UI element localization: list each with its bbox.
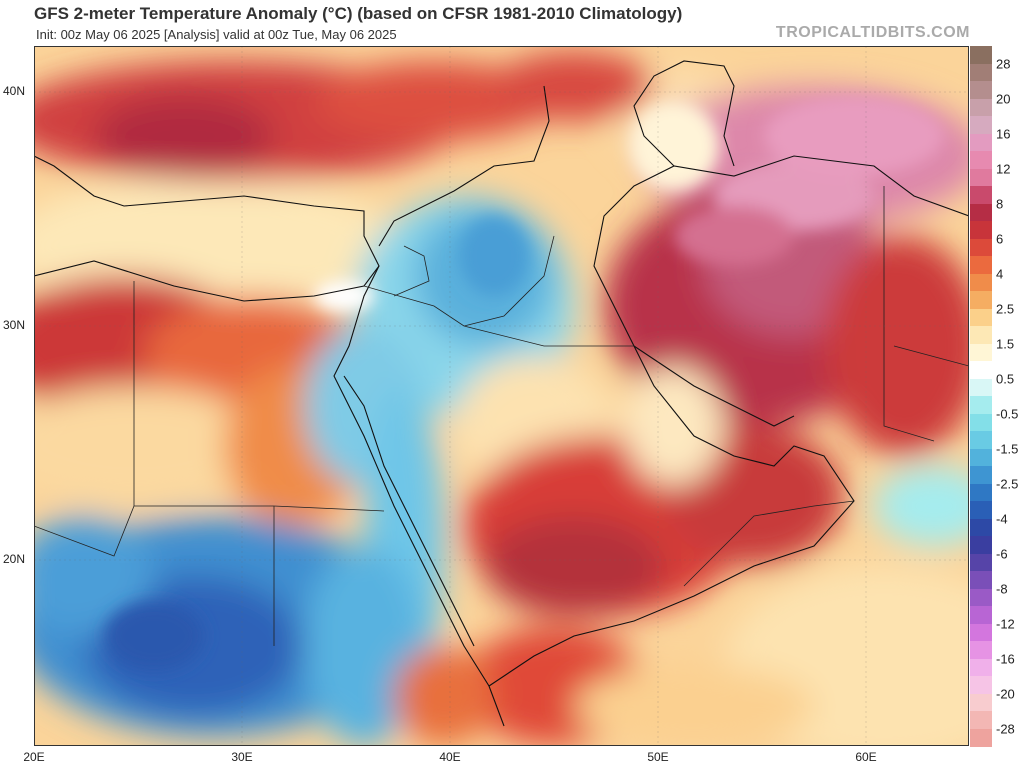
colorbar-tick-label: 28 — [996, 56, 1011, 71]
colorbar-cell — [970, 63, 992, 82]
colorbar-cell — [970, 116, 992, 134]
colorbar-cell — [970, 326, 992, 344]
colorbar-cell — [970, 221, 992, 239]
colorbar-tick-label: -4 — [996, 511, 1008, 526]
colorbar-tick-label: 0.5 — [996, 371, 1015, 386]
colorbar-tick-label: -28 — [996, 721, 1015, 736]
colorbar-cell — [970, 46, 992, 64]
colorbar-cell — [970, 641, 992, 659]
colorbar-cell — [970, 413, 992, 432]
colorbar-cell — [970, 98, 992, 117]
country-borders — [34, 186, 969, 646]
lat-label-20n: 20N — [3, 552, 26, 566]
colorbar-tick-label: -20 — [996, 686, 1015, 701]
colorbar-cell — [970, 728, 992, 747]
colorbar-cell — [970, 623, 992, 642]
colorbar-cell — [970, 431, 992, 449]
colorbar-cell — [970, 483, 992, 502]
colorbar-cell — [970, 606, 992, 624]
colorbar-tick-label: 16 — [996, 126, 1011, 141]
colorbar-tick-label: 4 — [996, 266, 1004, 281]
colorbar-cell — [970, 448, 992, 467]
colorbar-tick-label: -16 — [996, 651, 1015, 666]
colorbar-cell — [970, 203, 992, 222]
colorbar-cell — [970, 378, 992, 397]
colorbar-cell — [970, 588, 992, 607]
anomaly-map[interactable] — [34, 46, 969, 746]
colorbar-cell — [970, 571, 992, 589]
colorbar — [970, 46, 992, 747]
colorbar-cell — [970, 238, 992, 257]
colorbar-cell — [970, 81, 992, 99]
colorbar-tick-label: 2.5 — [996, 301, 1015, 316]
lon-label-50e: 50E — [647, 750, 669, 764]
colorbar-cell — [970, 151, 992, 169]
lon-label-20e: 20E — [23, 750, 45, 764]
colorbar-cell — [970, 658, 992, 677]
colorbar-cell — [970, 693, 992, 712]
colorbar-cell — [970, 553, 992, 572]
colorbar-cell — [970, 518, 992, 537]
colorbar-cell — [970, 676, 992, 694]
lat-label-40n: 40N — [3, 84, 26, 98]
colorbar-tick-label: -6 — [996, 546, 1008, 561]
map-svg — [34, 46, 969, 746]
colorbar-cell — [970, 501, 992, 519]
colorbar-cell — [970, 133, 992, 152]
lon-label-40e: 40E — [439, 750, 461, 764]
colorbar-cell — [970, 466, 992, 484]
chart-title: GFS 2-meter Temperature Anomaly (°C) (ba… — [34, 4, 683, 23]
colorbar-tick-label: 8 — [996, 196, 1004, 211]
colorbar-tick-label: 1.5 — [996, 336, 1015, 351]
colorbar-cell — [970, 343, 992, 362]
colorbar-cell — [970, 168, 992, 187]
colorbar-cell — [970, 186, 992, 204]
colorbar-cell — [970, 291, 992, 309]
colorbar-tick-label: 12 — [996, 161, 1011, 176]
lon-label-30e: 30E — [231, 750, 253, 764]
colorbar-cell — [970, 536, 992, 554]
colorbar-cell — [970, 361, 992, 379]
anomaly-detail — [104, 96, 944, 671]
lon-label-60e: 60E — [855, 750, 877, 764]
credit-watermark: TROPICALTIDBITS.COM — [775, 24, 970, 41]
colorbar-cell — [970, 273, 992, 292]
colorbar-cell — [970, 396, 992, 414]
lat-label-30n: 30N — [3, 318, 26, 332]
colorbar-tick-label: -12 — [996, 616, 1015, 631]
colorbar-cell — [970, 256, 992, 274]
colorbar-cell — [970, 308, 992, 327]
colorbar-tick-label: -2.5 — [996, 476, 1019, 491]
colorbar-tick-label: -1.5 — [996, 441, 1019, 456]
colorbar-tick-label: -8 — [996, 581, 1008, 596]
colorbar-tick-label: 6 — [996, 231, 1004, 246]
colorbar-tick-label: -0.5 — [996, 406, 1019, 421]
chart-subtitle: Init: 00z May 06 2025 [Analysis] valid a… — [36, 27, 397, 42]
colorbar-cell — [970, 711, 992, 729]
graticule — [34, 46, 969, 746]
colorbar-tick-label: 20 — [996, 91, 1011, 106]
